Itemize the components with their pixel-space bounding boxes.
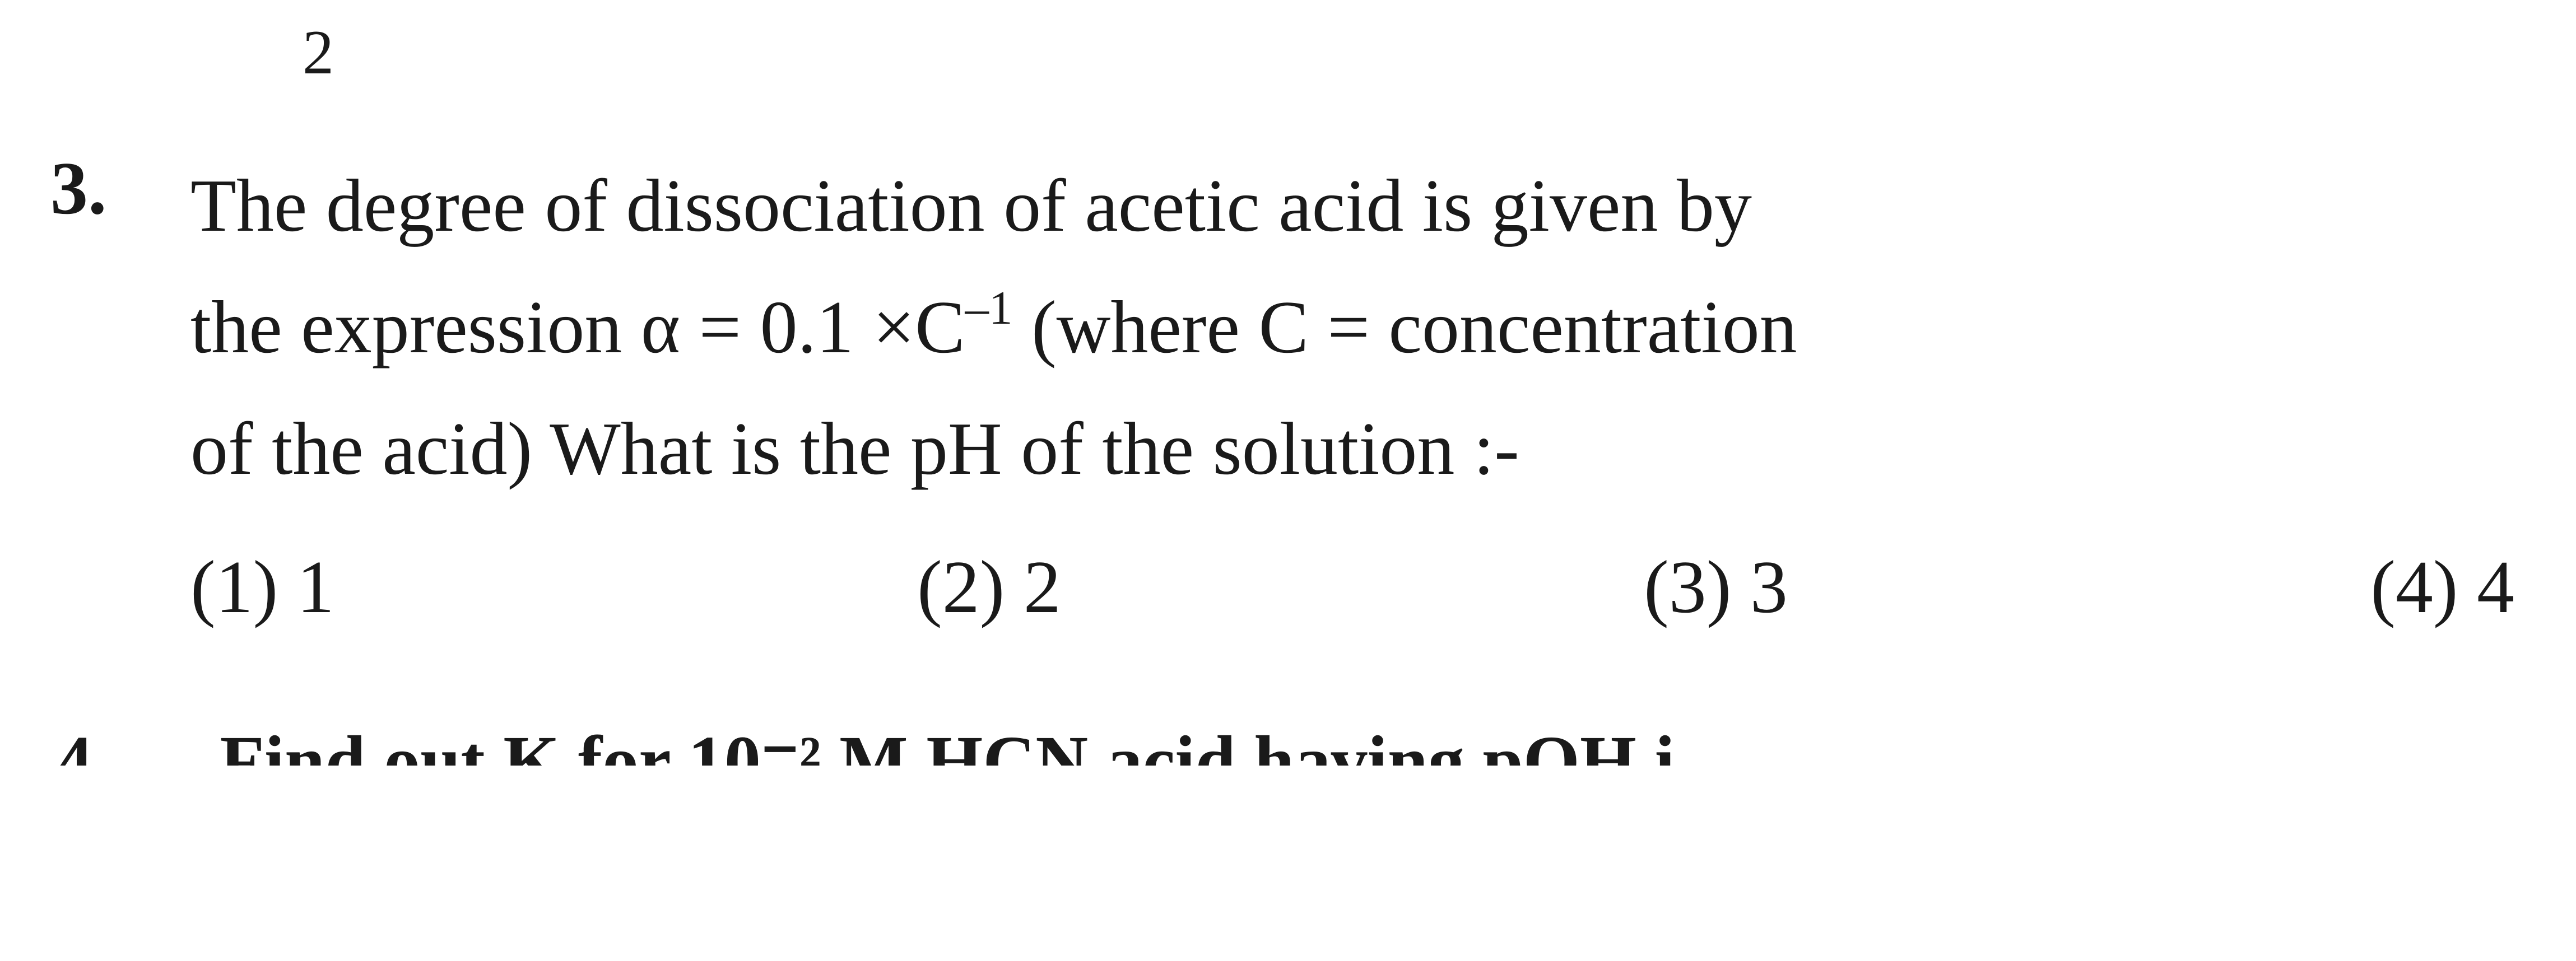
option-2: (2) 2 — [917, 526, 1061, 648]
options-row: (1) 1 (2) 2 (3) 3 (4) 4 — [190, 526, 2542, 648]
option-label: (1) — [190, 545, 278, 628]
next-number: 4 — [56, 721, 92, 766]
option-1: (1) 1 — [190, 526, 334, 648]
option-4: (4) 4 — [2370, 526, 2514, 648]
question-line-2a: the expression α = 0.1 ×C — [190, 286, 965, 368]
question-body: The degree of dissociation of acetic aci… — [190, 145, 2542, 648]
previous-question-fragment: 2 — [303, 17, 2542, 89]
question-line-2b: (where C = concentration — [1013, 286, 1797, 368]
question-superscript: –1 — [965, 282, 1013, 334]
option-label: (3) — [1644, 545, 1731, 628]
question-line-3: of the acid) What is the pH of the solut… — [190, 407, 1519, 490]
option-value: 3 — [1750, 545, 1788, 628]
fragment-text: 2 — [303, 18, 334, 87]
question-text: The degree of dissociation of acetic aci… — [190, 145, 2542, 510]
option-3: (3) 3 — [1644, 526, 1788, 648]
question-line-1: The degree of dissociation of acetic aci… — [190, 164, 1752, 247]
next-text: Find out K for 10⁻² M HCN acid having pO… — [220, 721, 1675, 766]
option-value: 2 — [1024, 545, 1061, 628]
question-3: 3. The degree of dissociation of acetic … — [34, 145, 2542, 648]
question-number: 3. — [34, 145, 190, 231]
option-value: 4 — [2477, 545, 2514, 628]
option-label: (4) — [2370, 545, 2458, 628]
option-label: (2) — [917, 545, 1005, 628]
next-question-fragment: 4 Find out K for 10⁻² M HCN acid having … — [56, 704, 2542, 766]
option-value: 1 — [297, 545, 334, 628]
